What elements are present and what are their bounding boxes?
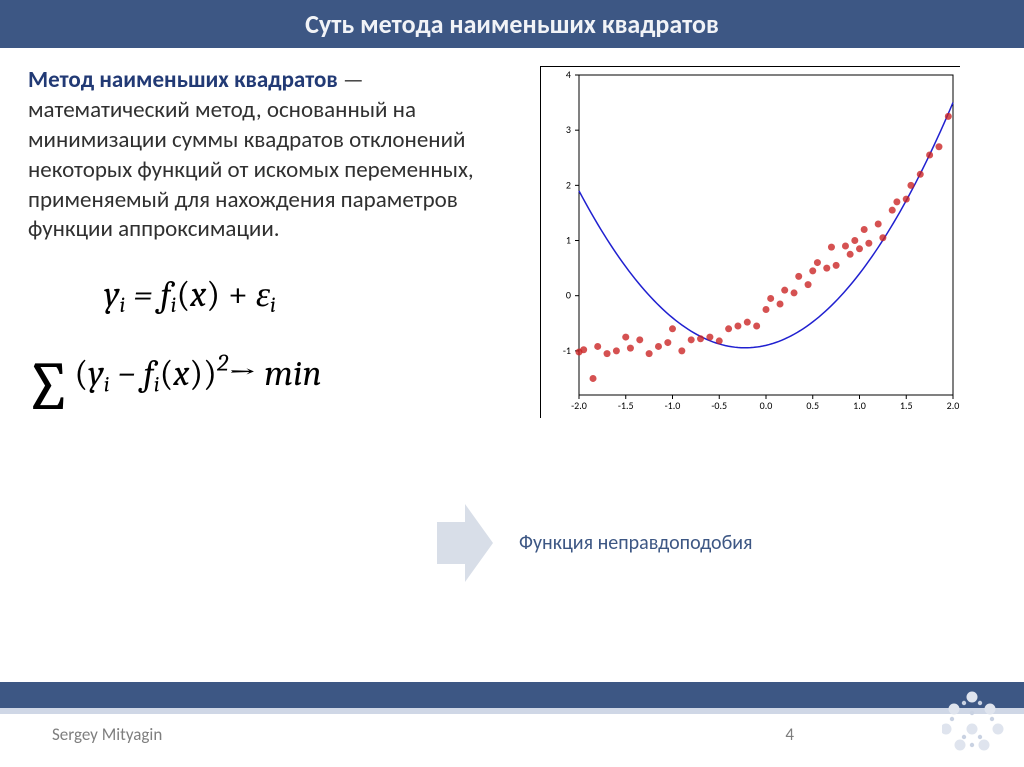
svg-text:-0.5: -0.5 xyxy=(711,399,727,412)
definition-dash: — xyxy=(338,66,364,94)
svg-text:0.5: 0.5 xyxy=(806,399,819,412)
svg-text:1.5: 1.5 xyxy=(899,399,912,412)
svg-text:-1: -1 xyxy=(562,344,570,357)
svg-text:-1.0: -1.0 xyxy=(664,399,680,412)
slide-title: Суть метода наименьших квадратов xyxy=(305,8,719,40)
chart-column: -2.0 -1.5 -1.0 -0.5 0.0 0.5 1.0 1.5 2.0 -1 0 1 2 3 4 xyxy=(503,66,996,457)
definition-term: Метод наименьших квадратов xyxy=(28,66,338,94)
definition-paragraph: Метод наименьших квадратов — математичес… xyxy=(28,66,483,245)
footer-bar-primary xyxy=(0,682,1024,708)
formula-criterion: ∑(yi − fi(x))2→ min xyxy=(24,347,483,429)
svg-text:2: 2 xyxy=(565,178,570,191)
slide-title-bar: Суть метода наименьших квадратов xyxy=(0,0,1024,48)
footer-author: Sergey Mityagin xyxy=(52,724,162,745)
arrow-icon xyxy=(435,500,495,586)
svg-text:2.0: 2.0 xyxy=(946,399,959,412)
svg-text:4: 4 xyxy=(565,68,570,81)
svg-text:1.0: 1.0 xyxy=(853,399,866,412)
logo-icon xyxy=(942,689,1006,755)
callout-row: Функция неправдоподобия xyxy=(435,500,753,586)
definition-column: Метод наименьших квадратов — математичес… xyxy=(28,66,483,457)
scatter-chart: -2.0 -1.5 -1.0 -0.5 0.0 0.5 1.0 1.5 2.0 -1 0 1 2 3 4 xyxy=(540,66,960,418)
formula-model: yi = fi(x) + εi xyxy=(48,273,483,319)
callout-label: Функция неправдоподобия xyxy=(519,531,753,555)
content-area: Метод наименьших квадратов — математичес… xyxy=(0,48,1024,457)
svg-text:0: 0 xyxy=(565,289,570,302)
definition-body: математический метод, основанный на мини… xyxy=(28,96,474,244)
svg-text:-2.0: -2.0 xyxy=(571,399,587,412)
slide-footer: Sergey Mityagin 4 xyxy=(0,682,1024,767)
svg-text:0.0: 0.0 xyxy=(759,399,772,412)
svg-text:1: 1 xyxy=(565,234,570,247)
footer-text-row: Sergey Mityagin 4 xyxy=(0,714,1024,767)
formula-block: yi = fi(x) + εi ∑(yi − fi(x))2→ min xyxy=(28,273,483,429)
svg-text:3: 3 xyxy=(565,123,570,136)
footer-page-number: 4 xyxy=(785,724,794,745)
svg-text:-1.5: -1.5 xyxy=(617,399,633,412)
